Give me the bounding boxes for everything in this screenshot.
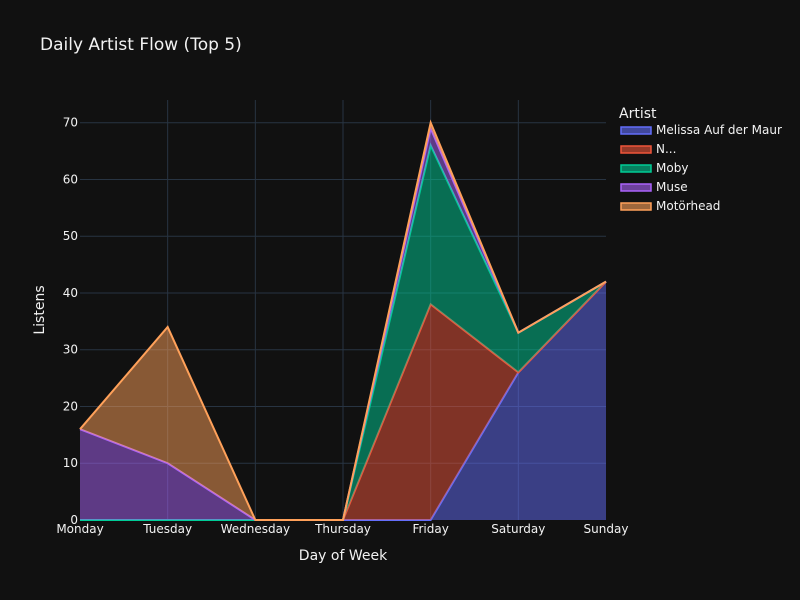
legend-swatch bbox=[620, 183, 652, 192]
y-tick-label: 70 bbox=[63, 116, 78, 130]
x-tick-label: Tuesday bbox=[142, 522, 192, 536]
legend-label: Muse bbox=[656, 180, 688, 194]
y-tick-label: 20 bbox=[63, 399, 78, 413]
legend-item[interactable]: Melissa Auf der Maur bbox=[620, 123, 782, 137]
legend-title: Artist bbox=[619, 106, 657, 122]
x-tick-label: Friday bbox=[412, 522, 448, 536]
legend-swatch bbox=[620, 126, 652, 135]
y-tick-label: 30 bbox=[63, 343, 78, 357]
x-tick-label: Sunday bbox=[584, 522, 629, 536]
area-n-[interactable] bbox=[80, 281, 606, 520]
y-tick-label: 60 bbox=[63, 172, 78, 186]
area-muse[interactable] bbox=[80, 128, 606, 521]
legend-item[interactable]: Muse bbox=[620, 180, 688, 194]
legend-label: Melissa Auf der Maur bbox=[656, 123, 782, 137]
plot-areas bbox=[79, 119, 607, 521]
y-tick-label: 50 bbox=[63, 229, 78, 243]
x-axis-title: Day of Week bbox=[299, 548, 388, 564]
y-tick-label: 10 bbox=[63, 456, 78, 470]
y-tick-label: 40 bbox=[63, 286, 78, 300]
x-axis: Monday Tuesday Wednesday Thursday Friday Satu… bbox=[56, 522, 628, 536]
y-axis-title: Listens bbox=[32, 285, 48, 334]
x-tick-label: Wednesday bbox=[221, 522, 290, 536]
chart-title: Daily Artist Flow (Top 5) bbox=[40, 35, 242, 55]
x-tick-label: Monday bbox=[56, 522, 103, 536]
legend-item[interactable]: N... bbox=[620, 142, 676, 156]
legend-swatch bbox=[620, 202, 652, 211]
legend-label: N... bbox=[656, 142, 676, 156]
series-line bbox=[79, 119, 607, 521]
x-tick-label: Saturday bbox=[491, 522, 545, 536]
legend-item[interactable]: Moby bbox=[620, 161, 688, 175]
legend-swatch bbox=[620, 164, 652, 173]
y-axis: 0 10 20 30 40 50 60 70 bbox=[63, 116, 78, 527]
area-melissa-auf-der-maur[interactable] bbox=[80, 281, 606, 520]
y-tick-label: 0 bbox=[70, 513, 78, 527]
legend[interactable]: Artist Melissa Auf der Maur N... Moby Muse M… bbox=[619, 106, 782, 213]
legend-label: Motörhead bbox=[656, 199, 720, 213]
legend-item[interactable]: Motörhead bbox=[620, 199, 720, 213]
area-moby[interactable] bbox=[80, 145, 606, 521]
legend-swatch bbox=[620, 145, 652, 154]
x-tick-label: Thursday bbox=[314, 522, 371, 536]
legend-label: Moby bbox=[656, 161, 688, 175]
